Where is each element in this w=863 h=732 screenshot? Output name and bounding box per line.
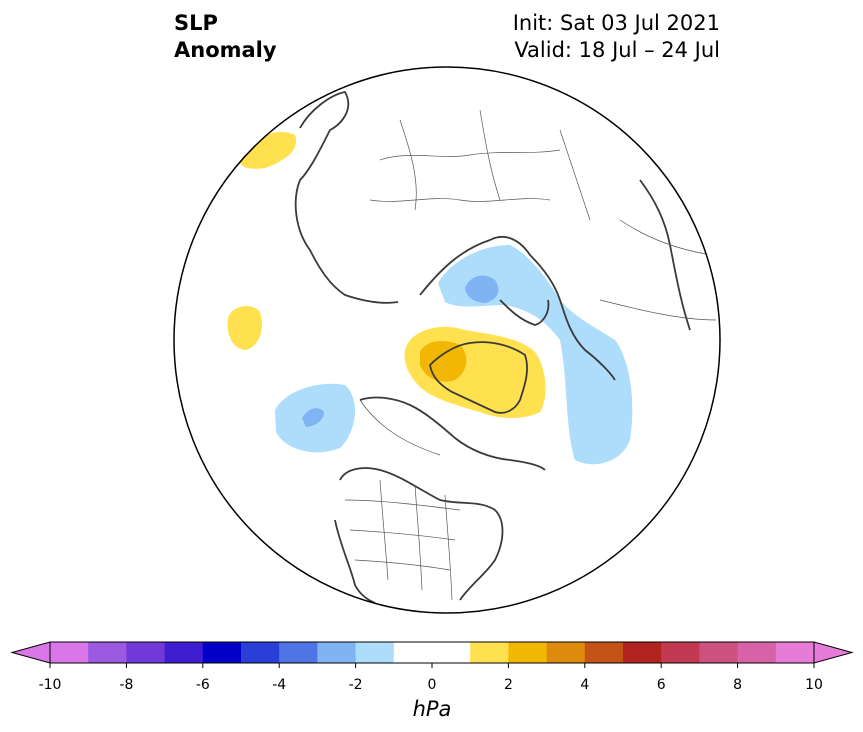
colorbar-segment (432, 642, 471, 663)
polar-map (174, 67, 720, 613)
colorbar-tick-label: 10 (805, 677, 823, 693)
colorbar-segment (470, 642, 509, 663)
colorbar-segment (126, 642, 166, 663)
colorbar-unit: hPa (413, 697, 452, 721)
colorbar-extend-high (813, 641, 854, 664)
colorbar-segment (202, 642, 242, 663)
colorbar-tick-label: -8 (119, 677, 133, 693)
negative-anomaly-siberia-core (465, 275, 499, 303)
colorbar-tick-label: -10 (39, 677, 62, 693)
colorbar-segment (508, 642, 548, 663)
colorbar-tick-label: 6 (657, 677, 666, 693)
forecast-info: Init: Sat 03 Jul 2021 Valid: 18 Jul – 24… (513, 10, 720, 64)
colorbar-tick-label: -4 (272, 677, 286, 693)
colorbar-tick-label: 2 (504, 677, 513, 693)
globe-outline (173, 66, 721, 614)
colorbar-tick-label: 8 (733, 677, 742, 693)
valid-period: Valid: 18 Jul – 24 Jul (514, 38, 720, 62)
anomaly-contours (227, 131, 633, 465)
colorbar-segment (393, 642, 433, 663)
colorbar-tick-label: 4 (580, 677, 589, 693)
colorbar-segment (279, 642, 318, 663)
colorbar-segment (164, 642, 204, 663)
colorbar-segment (241, 642, 280, 663)
colorbar: -10 -8 -6 -4 -2 0 2 4 6 8 10 (10, 641, 854, 693)
colorbar-tick-label: -6 (196, 677, 210, 693)
map-title-line1: SLP (174, 11, 218, 35)
colorbar-tick-label: -2 (349, 677, 363, 693)
positive-anomaly-northwest (240, 131, 297, 169)
colorbar-segment (737, 642, 777, 663)
colorbar-segment (50, 642, 89, 663)
init-date: Init: Sat 03 Jul 2021 (512, 11, 720, 35)
colorbar-segment (775, 642, 815, 663)
colorbar-tick-label: 0 (428, 677, 437, 693)
positive-anomaly-pacific (227, 306, 263, 350)
colorbar-segment (88, 642, 127, 663)
political-borders (344, 109, 717, 601)
colorbar-segment (661, 642, 700, 663)
colorbar-segment (699, 642, 739, 663)
map-title: SLP Anomaly (174, 10, 277, 64)
colorbar-segment (355, 642, 395, 663)
colorbar-segment (623, 642, 662, 663)
colorbar-segment (546, 642, 586, 663)
negative-anomaly-gulf-alaska-core (302, 408, 324, 427)
colorbar-segment (317, 642, 357, 663)
map-title-line2: Anomaly (174, 38, 277, 62)
colorbar-extend-low (10, 641, 51, 664)
colorbar-segment (584, 642, 624, 663)
